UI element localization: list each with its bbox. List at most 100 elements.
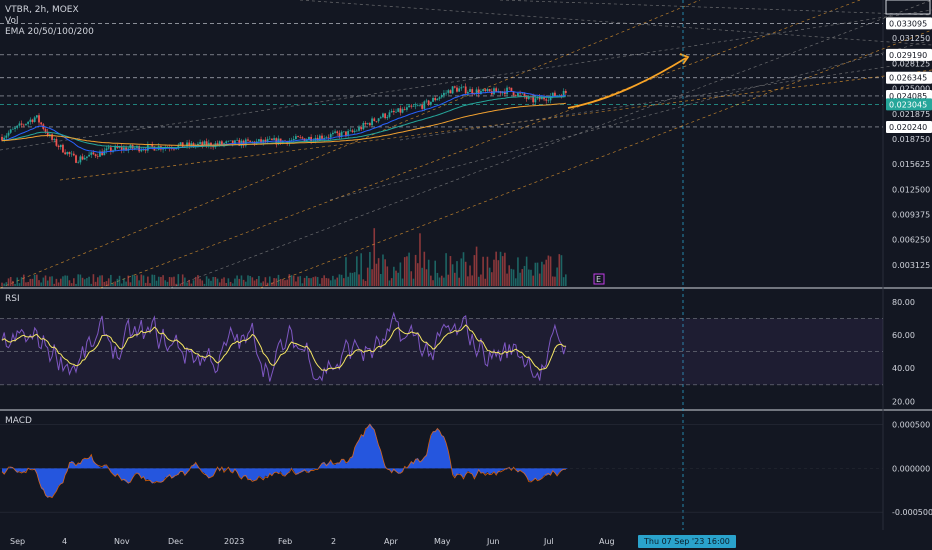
candle bbox=[90, 152, 93, 155]
volume-bar bbox=[107, 278, 110, 286]
volume-bar bbox=[510, 268, 513, 286]
candle bbox=[445, 92, 447, 94]
volume-bar bbox=[27, 281, 29, 286]
volume-bar bbox=[114, 281, 116, 286]
candle bbox=[118, 147, 121, 149]
volume-bar bbox=[419, 233, 421, 286]
candle bbox=[401, 109, 404, 113]
volume-bar bbox=[551, 276, 554, 286]
volume-bar bbox=[549, 256, 552, 286]
candle bbox=[7, 132, 10, 136]
volume-bar bbox=[530, 269, 532, 286]
volume-bar bbox=[351, 272, 354, 286]
candle bbox=[355, 130, 358, 132]
candle bbox=[190, 143, 193, 146]
candle bbox=[220, 141, 223, 145]
candle bbox=[144, 149, 147, 151]
volume-bar bbox=[18, 283, 21, 286]
volume-bar bbox=[240, 275, 243, 286]
volume-bar bbox=[295, 281, 297, 286]
vol-legend: Vol bbox=[5, 16, 19, 26]
volume-bar bbox=[458, 277, 460, 286]
volume-bar bbox=[477, 276, 480, 286]
volume-bar bbox=[460, 258, 463, 286]
candle bbox=[475, 89, 478, 95]
volume-bar bbox=[44, 275, 47, 286]
ema-100-line bbox=[1, 102, 566, 146]
volume-bar bbox=[142, 275, 145, 286]
candle bbox=[179, 142, 182, 145]
volume-bar bbox=[423, 251, 426, 286]
candle bbox=[83, 157, 86, 160]
candle bbox=[508, 87, 511, 89]
candle bbox=[207, 142, 210, 146]
candle bbox=[247, 139, 249, 141]
rsi-tick-label: 60.00 bbox=[892, 331, 915, 340]
time-tick-label: Aug bbox=[599, 537, 615, 546]
volume-bar bbox=[342, 278, 345, 286]
candle bbox=[38, 115, 40, 123]
candle bbox=[327, 137, 330, 138]
volume-bar bbox=[506, 273, 508, 286]
volume-bar bbox=[9, 276, 12, 286]
candle bbox=[517, 93, 519, 96]
volume-bar bbox=[99, 275, 101, 286]
price-tick-label: 0.006250 bbox=[892, 236, 930, 245]
candle bbox=[177, 144, 180, 149]
price-level-tag bbox=[886, 71, 932, 84]
candle bbox=[340, 131, 343, 137]
volume-bar bbox=[164, 280, 167, 286]
volume-bar bbox=[514, 278, 517, 286]
volume-bar bbox=[79, 274, 82, 286]
candle bbox=[540, 96, 543, 100]
candle bbox=[155, 149, 158, 151]
candle bbox=[392, 110, 395, 113]
candle bbox=[103, 150, 106, 156]
price-tag-label: 0.023045 bbox=[889, 100, 927, 109]
volume-bar bbox=[136, 275, 138, 286]
candle bbox=[96, 156, 99, 157]
volume-bar bbox=[168, 276, 171, 286]
candle bbox=[412, 106, 415, 107]
volume-bar bbox=[323, 275, 325, 286]
candle bbox=[199, 142, 201, 144]
volume-bar bbox=[242, 279, 245, 286]
trend-line bbox=[499, 0, 932, 16]
price-tag-label: 0.020240 bbox=[889, 123, 927, 132]
volume-bar bbox=[42, 277, 45, 286]
candle bbox=[360, 127, 363, 130]
current-price-tag bbox=[886, 98, 932, 111]
candle bbox=[20, 123, 23, 125]
volume-bar bbox=[258, 276, 260, 286]
candle bbox=[218, 141, 221, 145]
price-tick-label: 0.021875 bbox=[892, 110, 930, 119]
candle bbox=[362, 122, 365, 130]
candle bbox=[377, 118, 380, 122]
candle bbox=[543, 96, 545, 100]
volume-bar bbox=[40, 282, 42, 286]
candle bbox=[75, 155, 77, 163]
rsi-tick-label: 20.00 bbox=[892, 397, 915, 406]
volume-bar bbox=[491, 272, 493, 286]
volume-bar bbox=[197, 275, 199, 286]
volume-bar bbox=[251, 277, 254, 286]
volume-bar bbox=[464, 261, 467, 286]
candle bbox=[395, 111, 397, 113]
candle bbox=[523, 93, 526, 97]
candle bbox=[458, 88, 461, 92]
volume-bar bbox=[1, 282, 3, 286]
candle bbox=[453, 86, 456, 88]
candle bbox=[436, 98, 439, 101]
candle bbox=[408, 105, 410, 108]
candle bbox=[142, 149, 145, 151]
candle bbox=[329, 134, 332, 138]
volume-bar bbox=[53, 283, 56, 286]
candle bbox=[388, 112, 391, 117]
candle bbox=[558, 95, 561, 96]
price-tag-label: 0.033095 bbox=[889, 19, 927, 28]
candle bbox=[186, 142, 188, 147]
candle bbox=[416, 105, 419, 106]
candle bbox=[512, 91, 515, 96]
volume-bar bbox=[356, 256, 358, 286]
